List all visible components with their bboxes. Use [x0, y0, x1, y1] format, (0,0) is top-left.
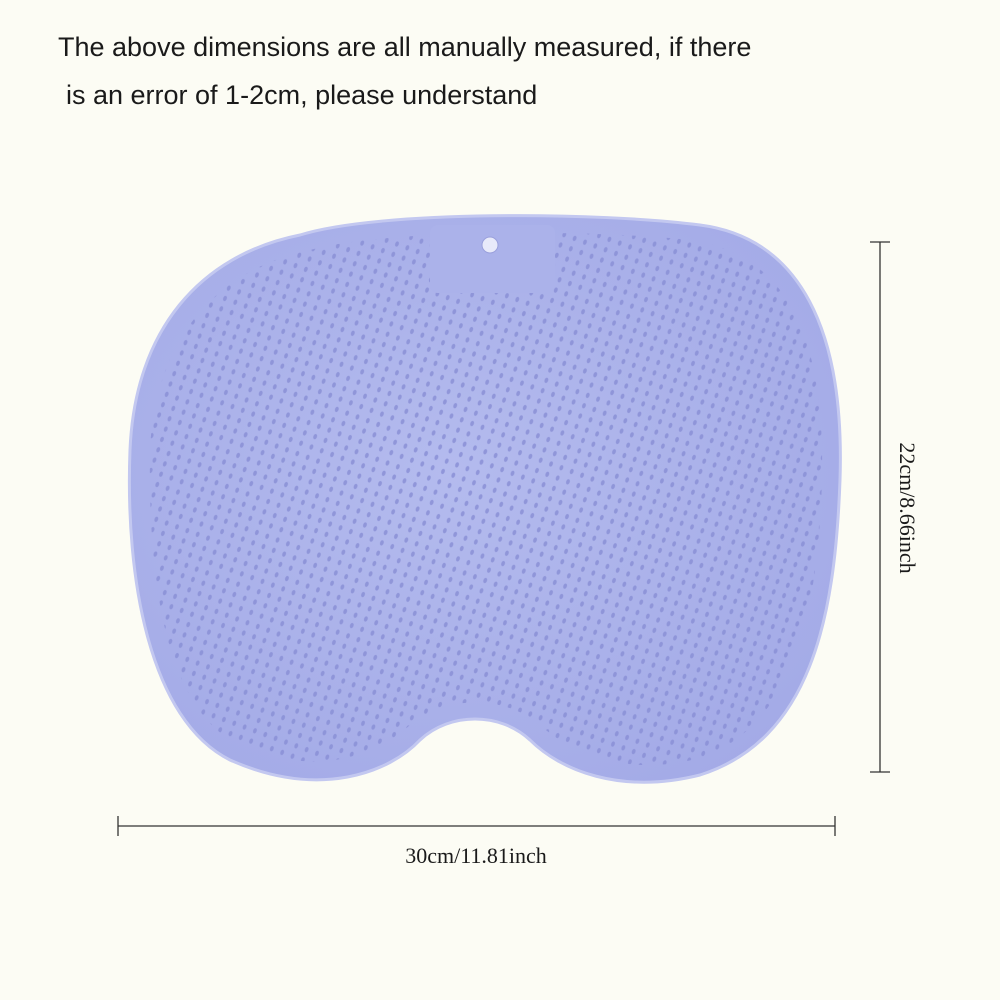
height-label: 22cm/8.66inch — [895, 442, 920, 573]
width-ruler — [117, 816, 836, 836]
note-line: The above dimensions are all manually me… — [58, 32, 751, 62]
note-line: is an error of 1-2cm, please understand — [66, 80, 537, 110]
height-ruler — [870, 241, 890, 773]
width-label: 30cm/11.81inch — [405, 843, 547, 868]
shower-mat — [127, 214, 842, 784]
